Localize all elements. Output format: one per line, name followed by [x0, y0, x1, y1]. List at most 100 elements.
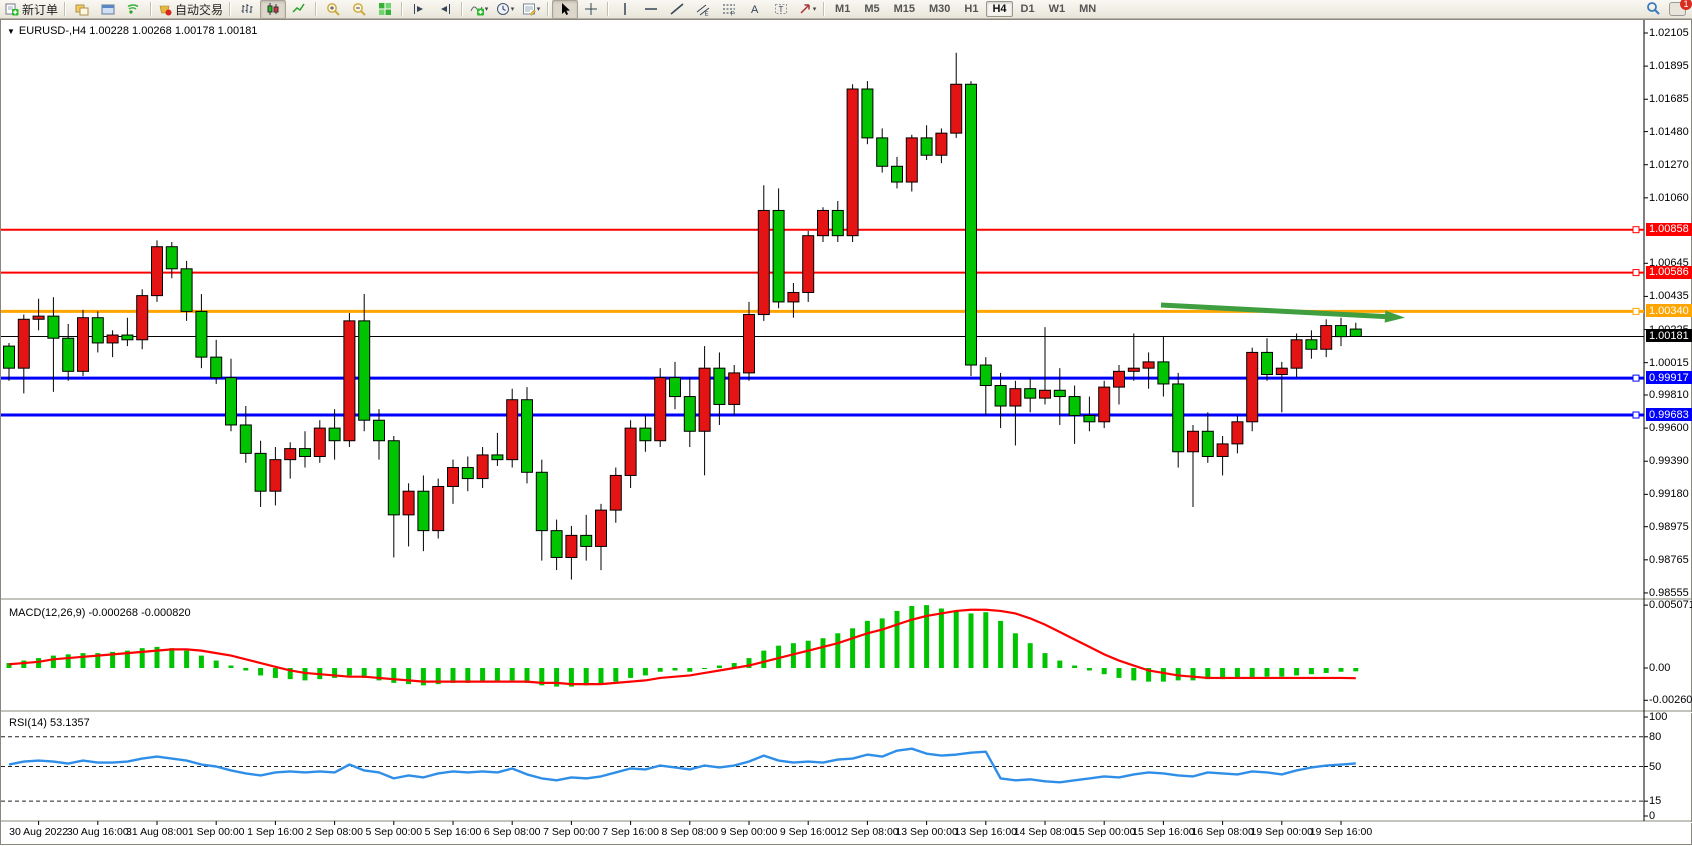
text-label-button[interactable]: T: [768, 0, 794, 19]
timeframe-m15-button[interactable]: M15: [893, 3, 915, 15]
timeframe-m5-button[interactable]: M5: [864, 3, 880, 15]
chart-window[interactable]: ▼ EURUSD-,H4 1.00228 1.00268 1.00178 1.00…: [0, 19, 1692, 845]
candle-body[interactable]: [195, 310, 208, 358]
candle-body[interactable]: [225, 377, 237, 426]
candle-body[interactable]: [891, 165, 903, 183]
line-chart-button[interactable]: [286, 0, 312, 19]
candle-body[interactable]: [387, 440, 400, 516]
candle-body[interactable]: [935, 132, 948, 156]
time-axis-label[interactable]: 9 Sep 16:00: [779, 826, 837, 838]
zoom-in-button[interactable]: [320, 0, 346, 19]
time-axis-label[interactable]: 19 Sep 00:00: [1250, 826, 1314, 838]
candle-body[interactable]: [1127, 367, 1140, 372]
time-axis-label[interactable]: 30 Aug 2022: [9, 826, 69, 838]
candle-body[interactable]: [432, 485, 445, 532]
candle-body[interactable]: [521, 399, 533, 473]
candle-body[interactable]: [1187, 430, 1199, 453]
cursor-button[interactable]: [552, 0, 579, 19]
candle-body[interactable]: [1305, 339, 1318, 350]
candle-body[interactable]: [1142, 361, 1155, 369]
candle-body[interactable]: [1083, 414, 1096, 423]
vertical-line-button[interactable]: [612, 0, 638, 19]
equidistant-channel-button[interactable]: E: [690, 0, 716, 19]
crosshair-button[interactable]: [578, 0, 604, 19]
time-axis-label[interactable]: 2 Sep 08:00: [306, 826, 363, 838]
candle-body[interactable]: [343, 320, 356, 442]
zoom-out-button[interactable]: [346, 0, 372, 19]
auto-scroll-button[interactable]: [406, 0, 432, 19]
charts-button[interactable]: [69, 0, 95, 19]
time-axis-label[interactable]: 1 Sep 16:00: [247, 826, 304, 838]
timeframe-m1-button[interactable]: M1: [835, 3, 851, 15]
candle-body[interactable]: [1009, 388, 1022, 407]
candle-body[interactable]: [861, 88, 874, 139]
candle-body[interactable]: [1039, 389, 1051, 399]
candle-body[interactable]: [299, 448, 311, 458]
candle-body[interactable]: [506, 399, 519, 461]
candle-body[interactable]: [1024, 388, 1037, 399]
time-axis-label[interactable]: 15 Sep 16:00: [1132, 826, 1195, 838]
candle-body[interactable]: [772, 209, 785, 303]
candle-body[interactable]: [876, 137, 889, 167]
candle-body[interactable]: [3, 345, 15, 369]
chart-canvas[interactable]: [1, 20, 1692, 846]
timeframe-h1-button[interactable]: H1: [964, 3, 979, 15]
time-axis-label[interactable]: 16 Sep 08:00: [1191, 826, 1254, 838]
candle-body[interactable]: [491, 454, 504, 461]
chart-shift-button[interactable]: [432, 0, 458, 19]
candle-body[interactable]: [609, 474, 622, 511]
candle-body[interactable]: [1335, 325, 1347, 338]
candle-body[interactable]: [1349, 328, 1362, 337]
trend-arrow-line[interactable]: [1160, 302, 1394, 320]
time-axis-label[interactable]: 30 Aug 16:00: [66, 826, 129, 838]
candle-body[interactable]: [328, 427, 341, 442]
candle-body[interactable]: [1275, 367, 1288, 375]
time-axis-label[interactable]: 9 Sep 00:00: [720, 826, 778, 838]
notifications-button[interactable]: 1: [1669, 0, 1692, 16]
candle-body[interactable]: [417, 490, 430, 532]
arrows-button[interactable]: ▾: [794, 0, 820, 19]
candle-body[interactable]: [802, 235, 815, 293]
time-axis-label[interactable]: 5 Sep 00:00: [365, 826, 423, 838]
time-axis-label[interactable]: 13 Sep 00:00: [895, 826, 958, 838]
time-axis-label[interactable]: 19 Sep 16:00: [1309, 826, 1373, 838]
candle-body[interactable]: [402, 490, 415, 516]
candle-body[interactable]: [239, 424, 252, 454]
line-handle[interactable]: [1632, 269, 1640, 277]
horizontal-line-button[interactable]: [638, 0, 664, 19]
candle-body[interactable]: [151, 246, 163, 297]
candle-body[interactable]: [639, 427, 652, 442]
candle-body[interactable]: [728, 372, 741, 405]
periods-button[interactable]: ▾: [492, 0, 518, 19]
line-handle[interactable]: [1632, 411, 1640, 419]
candle-body[interactable]: [106, 334, 119, 344]
candle-body[interactable]: [905, 137, 918, 183]
timeframe-m30-button[interactable]: M30: [929, 3, 951, 15]
candle-body[interactable]: [358, 320, 371, 421]
time-axis-label[interactable]: 7 Sep 00:00: [543, 826, 600, 838]
time-axis-label[interactable]: 5 Sep 16:00: [424, 826, 482, 838]
candle-body[interactable]: [165, 246, 178, 270]
timeframe-mn-button[interactable]: MN: [1079, 3, 1097, 15]
time-axis-label[interactable]: 13 Sep 16:00: [954, 826, 1018, 838]
line-handle[interactable]: [1632, 374, 1640, 382]
candle-body[interactable]: [1098, 386, 1111, 423]
candlestick-chart-button[interactable]: [260, 0, 287, 19]
time-axis-label[interactable]: 8 Sep 08:00: [661, 826, 719, 838]
candle-body[interactable]: [373, 419, 385, 442]
candle-body[interactable]: [1246, 351, 1259, 423]
chevron-down-icon[interactable]: ▼: [7, 27, 15, 36]
candle-body[interactable]: [624, 427, 637, 476]
trend-arrow-head[interactable]: [1384, 310, 1405, 323]
candle-body[interactable]: [550, 530, 563, 558]
time-axis-label[interactable]: 7 Sep 16:00: [602, 826, 659, 838]
time-axis-label[interactable]: 15 Sep 00:00: [1072, 826, 1136, 838]
candle-body[interactable]: [683, 396, 696, 432]
candle-body[interactable]: [743, 314, 755, 374]
candle-body[interactable]: [121, 334, 134, 341]
time-axis-label[interactable]: 12 Sep 08:00: [836, 826, 899, 838]
candle-body[interactable]: [979, 364, 992, 387]
candle-body[interactable]: [669, 377, 681, 398]
candle-body[interactable]: [136, 295, 149, 341]
candle-body[interactable]: [787, 291, 800, 303]
